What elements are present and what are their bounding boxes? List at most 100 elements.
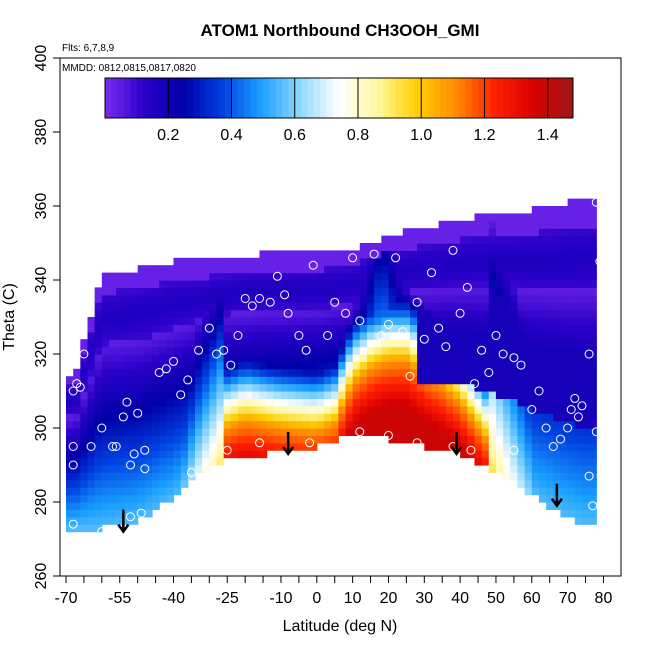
heatmap-cell: [216, 442, 225, 451]
heatmap-cell: [581, 472, 590, 481]
heatmap-cell: [581, 391, 590, 399]
colorbar-cell: [339, 78, 346, 118]
heatmap-cell: [445, 287, 454, 296]
heatmap-cell: [173, 368, 182, 377]
heatmap-cell: [481, 420, 490, 429]
heatmap-cell: [109, 361, 117, 370]
heatmap-cell: [137, 398, 146, 407]
heatmap-cell: [237, 287, 246, 296]
heatmap-cell: [481, 228, 490, 237]
x-tick-label: 10: [344, 590, 362, 607]
heatmap-cell: [589, 368, 597, 377]
heatmap-cell: [151, 287, 160, 296]
heatmap-cell: [431, 442, 440, 451]
sample-point: [376, 331, 386, 340]
heatmap-cell: [374, 324, 382, 333]
sample-point: [212, 349, 221, 359]
heatmap-cell: [137, 294, 146, 303]
heatmap-cell: [137, 280, 146, 288]
heatmap-cell: [187, 309, 196, 318]
heatmap-cell: [194, 361, 203, 370]
heatmap-cell: [323, 383, 332, 392]
heatmap-cell: [80, 405, 89, 414]
heatmap-cell: [517, 324, 526, 333]
heatmap-cell: [538, 420, 547, 429]
colorbar-ticks: 0.2 0.4 0.6 0.8 1.0 1.2 1.4: [157, 78, 559, 144]
heatmap-cell: [280, 354, 289, 362]
heatmap-cell: [438, 376, 447, 385]
heatmap-cell: [560, 280, 569, 288]
heatmap-cell: [560, 398, 569, 407]
heatmap-cell: [94, 420, 103, 429]
heatmap-cell: [574, 450, 583, 459]
heatmap-cell: [524, 405, 533, 414]
heatmap-cell: [288, 361, 296, 370]
sample-point: [470, 379, 479, 389]
heatmap-cell: [202, 368, 210, 377]
heatmap-cell: [166, 354, 175, 362]
heatmap-cell: [460, 220, 468, 229]
heatmap-cell: [116, 272, 124, 281]
heatmap-cell: [323, 317, 332, 325]
heatmap-cell: [144, 265, 153, 274]
heatmap-cell: [481, 428, 490, 436]
heatmap-cell: [381, 368, 390, 377]
heatmap-cell: [237, 361, 246, 370]
heatmap-cell: [166, 331, 175, 340]
heatmap-cell: [424, 391, 433, 399]
heatmap-cell: [295, 317, 304, 325]
heatmap-cell: [245, 405, 253, 414]
heatmap-cell: [553, 435, 562, 444]
heatmap-cell: [130, 457, 139, 466]
sample-point: [219, 345, 229, 355]
heatmap-cell: [495, 324, 504, 333]
heatmap-cell: [409, 383, 418, 392]
heatmap-cell: [581, 220, 590, 229]
heatmap-cell: [151, 309, 160, 318]
heatmap-cell: [424, 309, 433, 318]
heatmap-cell: [417, 361, 425, 370]
heatmap-cell: [345, 383, 354, 392]
heatmap-cell: [424, 294, 433, 303]
heatmap-cell: [359, 376, 368, 385]
heatmap-cell: [316, 309, 325, 318]
heatmap-cell: [409, 272, 418, 281]
heatmap-cell: [302, 280, 311, 288]
colorbar-cell: [218, 78, 226, 118]
heatmap-cell: [194, 442, 203, 451]
heatmap-cell: [151, 465, 160, 473]
heatmap-cell: [216, 309, 225, 318]
heatmap-cell: [574, 487, 583, 496]
heatmap-cell: [452, 250, 461, 259]
sample-point: [118, 412, 128, 422]
heatmap-cell: [151, 472, 160, 481]
heatmap-cell: [488, 265, 497, 274]
heatmap-cell: [510, 302, 519, 311]
heatmap-cell: [503, 450, 511, 459]
heatmap-cell: [517, 472, 526, 481]
heatmap-cell: [338, 302, 347, 311]
heatmap-cell: [359, 287, 368, 296]
heatmap-cell: [101, 280, 110, 288]
heatmap-cell: [116, 413, 124, 422]
heatmap-cell: [460, 294, 468, 303]
heatmap-cell: [417, 435, 425, 444]
heatmap-cell: [159, 465, 167, 473]
sample-point: [176, 390, 186, 400]
heatmap-cell: [237, 405, 246, 414]
heatmap-cell: [531, 257, 540, 266]
heatmap-cell: [460, 405, 468, 414]
heatmap-cell: [302, 272, 311, 281]
heatmap-cell: [531, 450, 540, 459]
heatmap-cell: [194, 257, 203, 266]
heatmap-cell: [87, 472, 96, 481]
heatmap-cell: [460, 317, 468, 325]
heatmap-cell: [323, 302, 332, 311]
arrow-head: [282, 446, 295, 457]
heatmap-cell: [352, 368, 361, 377]
heatmap-cell: [546, 383, 554, 392]
heatmap-cell: [424, 280, 433, 288]
heatmap-cell: [374, 376, 382, 385]
heatmap-cell: [553, 220, 562, 229]
heatmap-cell: [452, 413, 461, 422]
